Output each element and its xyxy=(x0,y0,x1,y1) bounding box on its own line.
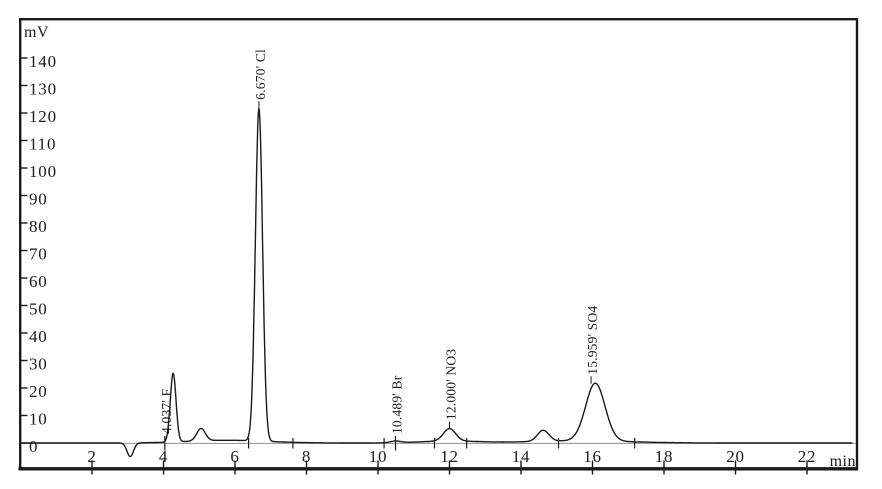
y-axis-ticks: 0 10 20 30 40 50 60 70 80 90 100 110 120 130 140 xyxy=(20,52,57,456)
peak-labels-layer: 4.037' F 6.670' Cl 10.489' Br 12.000' NO3 15… xyxy=(159,49,600,451)
x-tick-label: 16 xyxy=(583,447,602,466)
x-axis-ticks: 2 4 6 8 10 12 14 16 18 20 22 xyxy=(87,447,816,475)
y-tick-label: 10 xyxy=(29,410,48,429)
y-tick-label: 100 xyxy=(29,162,57,181)
x-axis-unit-label: min xyxy=(830,453,856,470)
peak-label: 12.000' NO3 xyxy=(444,349,459,420)
x-tick-label: 12 xyxy=(440,447,459,466)
y-tick-label: 140 xyxy=(29,52,57,71)
y-tick-label: 70 xyxy=(29,245,48,264)
peak-label: 6.670' Cl xyxy=(253,49,268,100)
y-tick-label: 30 xyxy=(29,355,48,374)
y-tick-label: 120 xyxy=(29,107,57,126)
x-tick-label: 18 xyxy=(655,447,674,466)
peak-label: 15.959' SO4 xyxy=(585,306,600,375)
y-tick-label: 0 xyxy=(29,437,38,456)
plot-frame xyxy=(18,18,859,471)
y-tick-label: 130 xyxy=(29,80,57,99)
x-tick-label: 4 xyxy=(159,447,168,466)
y-tick-label: 50 xyxy=(29,300,48,319)
peak-label: 4.037' F xyxy=(159,388,174,434)
y-tick-label: 40 xyxy=(29,327,48,346)
x-tick-label: 20 xyxy=(726,447,745,466)
signal-trace xyxy=(22,107,853,458)
y-tick-label: 20 xyxy=(29,382,48,401)
plot-border xyxy=(19,18,859,470)
peak-label: 10.489' Br xyxy=(389,375,404,434)
x-tick-label: 10 xyxy=(369,447,388,466)
x-tick-label: 6 xyxy=(230,447,239,466)
y-tick-label: 60 xyxy=(29,272,48,291)
signal-trace-layer xyxy=(22,107,853,458)
x-tick-label: 14 xyxy=(512,447,531,466)
x-tick-label: 22 xyxy=(798,447,817,466)
y-tick-label: 90 xyxy=(29,190,48,209)
integration-marks xyxy=(247,438,636,449)
y-axis-unit-label: mV xyxy=(24,24,49,41)
y-tick-label: 110 xyxy=(29,135,56,154)
x-tick-label: 8 xyxy=(302,447,311,466)
x-tick-label: 2 xyxy=(87,447,96,466)
y-tick-label: 80 xyxy=(29,217,48,236)
